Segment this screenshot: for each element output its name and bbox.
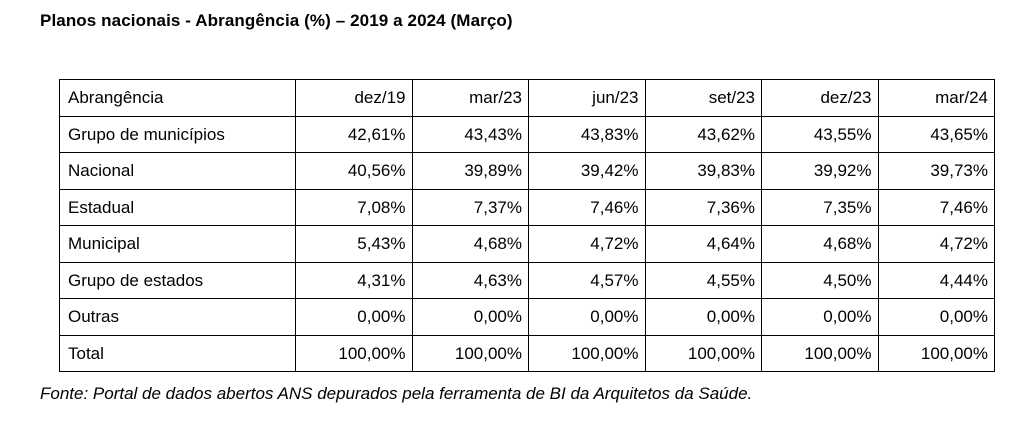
value-cell: 7,08% (295, 188, 413, 226)
value-cell: 0,00% (761, 298, 879, 336)
value-cell: 100,00% (295, 334, 413, 372)
table-row: Nacional 40,56% 39,89% 39,42% 39,83% 39,92% 39… (59, 152, 995, 190)
value-cell: 4,63% (411, 261, 529, 299)
header-cell-period: dez/19 (295, 79, 413, 117)
value-cell: 39,42% (528, 152, 646, 190)
value-cell: 43,62% (644, 115, 762, 153)
value-cell: 4,50% (761, 261, 879, 299)
value-cell: 7,46% (877, 188, 995, 226)
table-row: Outras 0,00% 0,00% 0,00% 0,00% 0,00% 0,00% (59, 298, 995, 336)
value-cell: 0,00% (528, 298, 646, 336)
value-cell: 100,00% (528, 334, 646, 372)
value-cell: 4,72% (877, 225, 995, 263)
value-cell: 100,00% (761, 334, 879, 372)
row-label: Total (59, 334, 296, 372)
value-cell: 39,89% (411, 152, 529, 190)
table-row: Estadual 7,08% 7,37% 7,46% 7,36% 7,35% 7,46% (59, 188, 995, 226)
value-cell: 100,00% (877, 334, 995, 372)
value-cell: 7,46% (528, 188, 646, 226)
page-title: Planos nacionais - Abrangência (%) – 201… (40, 11, 513, 30)
value-cell: 43,65% (877, 115, 995, 153)
row-label: Grupo de municípios (59, 115, 296, 153)
table-row: Grupo de estados 4,31% 4,63% 4,57% 4,55% 4,50… (59, 261, 995, 299)
value-cell: 4,72% (528, 225, 646, 263)
row-label: Nacional (59, 152, 296, 190)
header-cell-label: Abrangência (59, 79, 296, 117)
value-cell: 40,56% (295, 152, 413, 190)
header-cell-period: dez/23 (761, 79, 879, 117)
value-cell: 4,64% (644, 225, 762, 263)
table-row: Total 100,00% 100,00% 100,00% 100,00% 100,00%… (59, 334, 995, 372)
value-cell: 7,36% (644, 188, 762, 226)
row-label: Municipal (59, 225, 296, 263)
table-body: Abrangência dez/19 mar/23 jun/23 set/23 dez/2… (59, 79, 995, 372)
value-cell: 39,73% (877, 152, 995, 190)
value-cell: 39,83% (644, 152, 762, 190)
value-cell: 0,00% (877, 298, 995, 336)
table-header-row: Abrangência dez/19 mar/23 jun/23 set/23 dez/2… (59, 79, 995, 117)
source-note: Fonte: Portal de dados abertos ANS depur… (40, 384, 753, 403)
header-cell-period: set/23 (644, 79, 762, 117)
row-label: Estadual (59, 188, 296, 226)
value-cell: 4,68% (761, 225, 879, 263)
value-cell: 43,83% (528, 115, 646, 153)
row-label: Outras (59, 298, 296, 336)
value-cell: 42,61% (295, 115, 413, 153)
abrangencia-table: Abrangência dez/19 mar/23 jun/23 set/23 dez/2… (59, 79, 995, 372)
header-cell-period: mar/23 (411, 79, 529, 117)
value-cell: 4,55% (644, 261, 762, 299)
value-cell: 7,35% (761, 188, 879, 226)
table-row: Grupo de municípios 42,61% 43,43% 43,83% 43,… (59, 115, 995, 153)
value-cell: 43,55% (761, 115, 879, 153)
row-label: Grupo de estados (59, 261, 296, 299)
value-cell: 7,37% (411, 188, 529, 226)
value-cell: 0,00% (644, 298, 762, 336)
value-cell: 0,00% (411, 298, 529, 336)
header-cell-period: mar/24 (877, 79, 995, 117)
value-cell: 100,00% (411, 334, 529, 372)
value-cell: 100,00% (644, 334, 762, 372)
table-row: Municipal 5,43% 4,68% 4,72% 4,64% 4,68% 4,72% (59, 225, 995, 263)
value-cell: 4,68% (411, 225, 529, 263)
value-cell: 4,57% (528, 261, 646, 299)
value-cell: 5,43% (295, 225, 413, 263)
value-cell: 4,44% (877, 261, 995, 299)
value-cell: 0,00% (295, 298, 413, 336)
header-cell-period: jun/23 (528, 79, 646, 117)
value-cell: 39,92% (761, 152, 879, 190)
value-cell: 43,43% (411, 115, 529, 153)
value-cell: 4,31% (295, 261, 413, 299)
